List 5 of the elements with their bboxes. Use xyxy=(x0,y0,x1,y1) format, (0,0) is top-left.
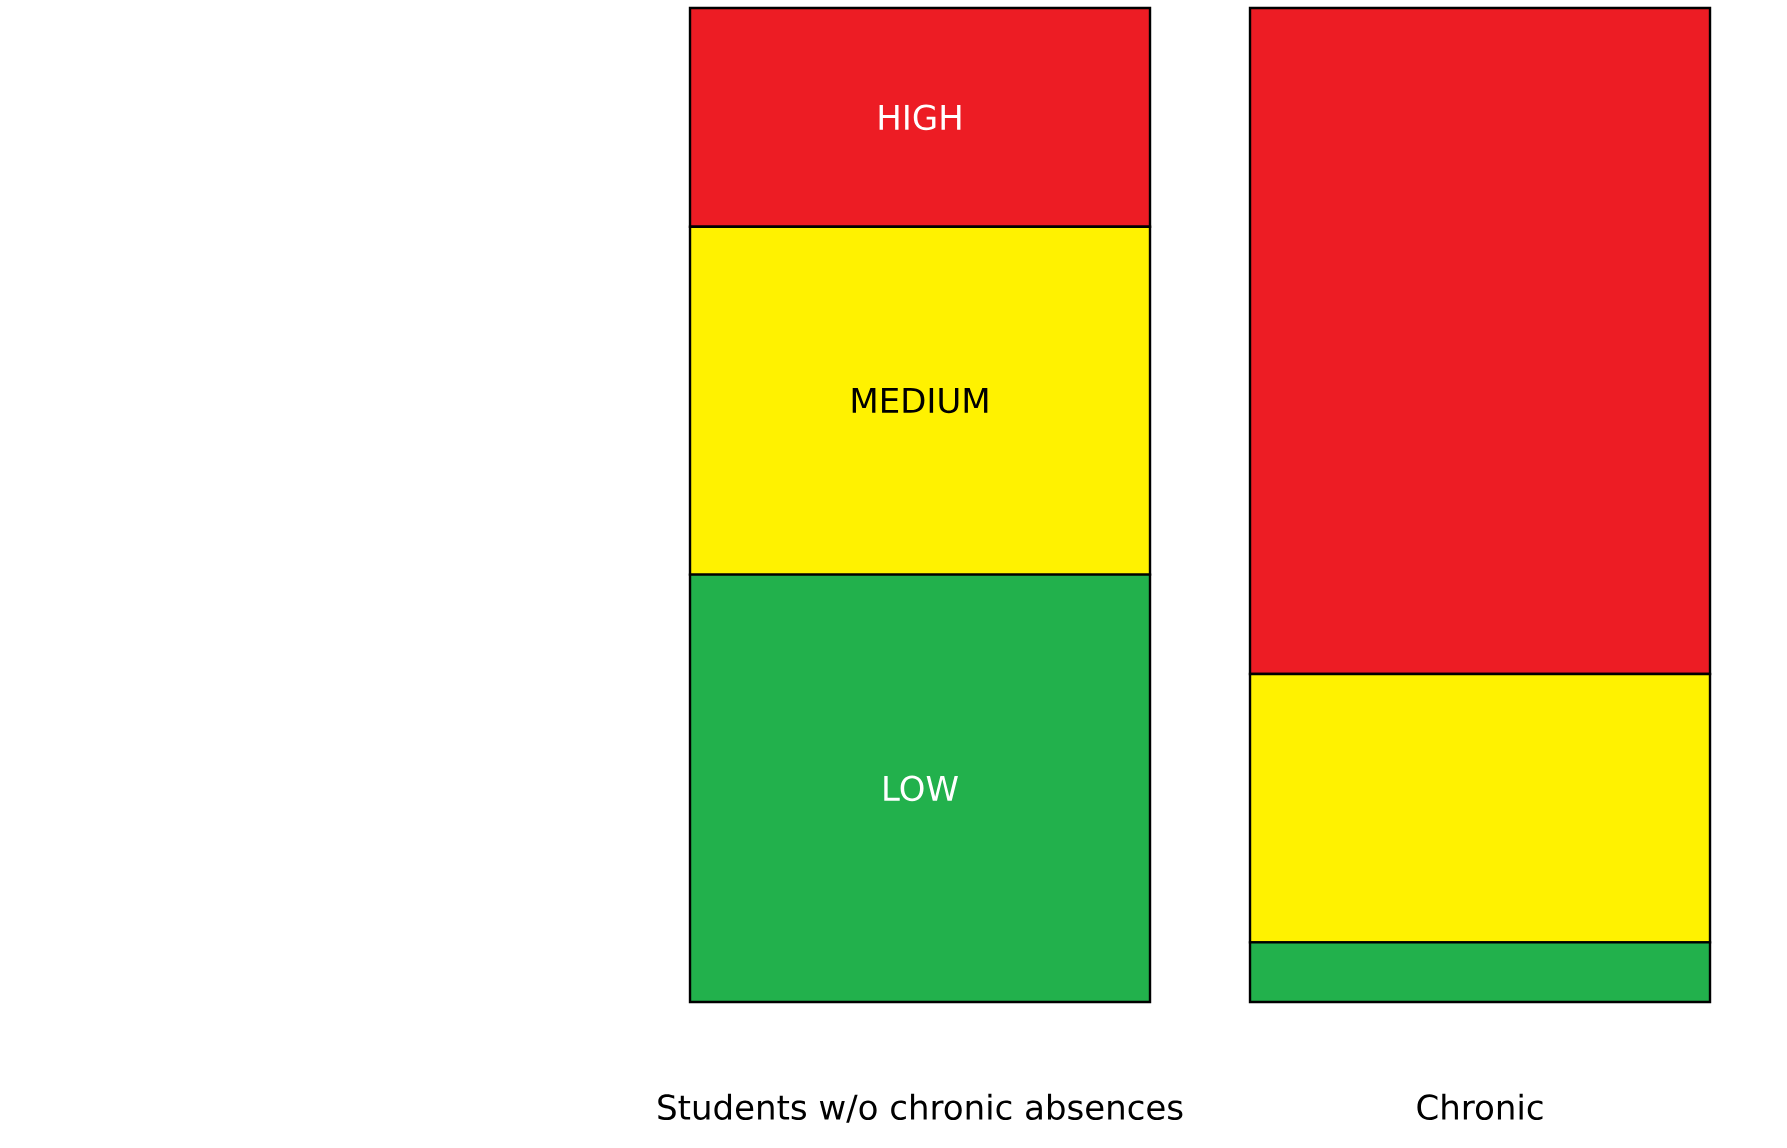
x-tick-label: Students w/o chronic absences xyxy=(658,1093,1183,1123)
series-label: LOW xyxy=(884,775,958,802)
x-tick-label: Chronic xyxy=(1417,1093,1543,1121)
series-label: HIGH xyxy=(879,104,961,131)
series-label: MEDIUM xyxy=(852,388,988,414)
